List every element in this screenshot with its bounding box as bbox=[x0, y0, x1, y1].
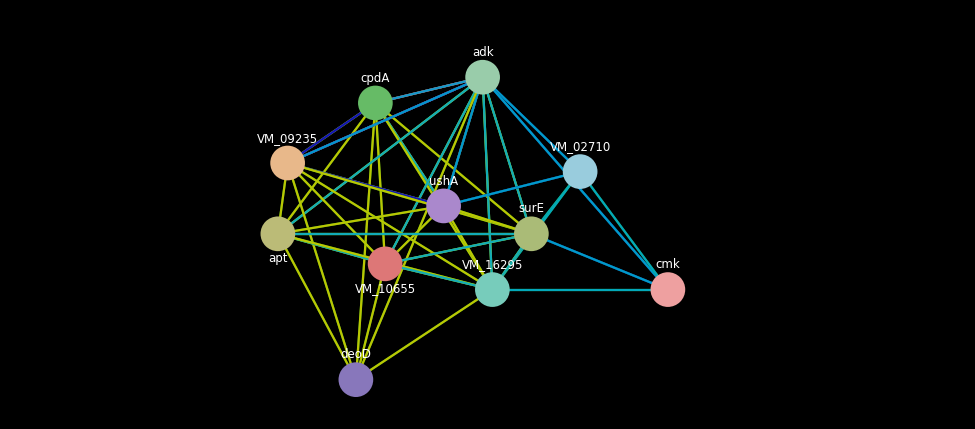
Ellipse shape bbox=[466, 61, 499, 94]
Text: VM_16295: VM_16295 bbox=[462, 258, 523, 271]
Text: cmk: cmk bbox=[655, 258, 681, 271]
Ellipse shape bbox=[359, 87, 392, 119]
Ellipse shape bbox=[427, 190, 460, 222]
Ellipse shape bbox=[651, 273, 684, 306]
Text: ushA: ushA bbox=[429, 175, 458, 187]
Ellipse shape bbox=[564, 155, 597, 188]
Text: VM_10655: VM_10655 bbox=[355, 282, 415, 295]
Text: adk: adk bbox=[472, 46, 493, 59]
Ellipse shape bbox=[515, 218, 548, 250]
Ellipse shape bbox=[369, 248, 402, 280]
Ellipse shape bbox=[339, 363, 372, 396]
Text: VM_02710: VM_02710 bbox=[550, 140, 610, 153]
Text: apt: apt bbox=[268, 252, 288, 265]
Text: deoD: deoD bbox=[340, 348, 371, 361]
Ellipse shape bbox=[261, 218, 294, 250]
Ellipse shape bbox=[271, 147, 304, 179]
Text: VM_09235: VM_09235 bbox=[257, 132, 318, 145]
Text: surE: surE bbox=[519, 202, 544, 215]
Ellipse shape bbox=[476, 273, 509, 306]
Text: cpdA: cpdA bbox=[361, 72, 390, 85]
